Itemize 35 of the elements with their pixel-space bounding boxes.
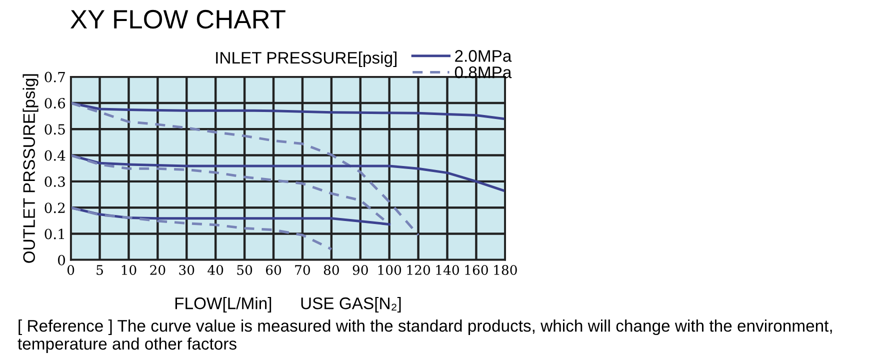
- x-tick-label: 180: [494, 265, 517, 275]
- line-series: [70, 102, 420, 236]
- x-tick-label: 80: [324, 265, 339, 275]
- y-tick-label: 0.3: [44, 176, 65, 187]
- x-tick-label: 0: [67, 265, 74, 275]
- legend-label: 2.0MPa: [455, 50, 512, 62]
- line-series: [70, 102, 506, 120]
- x-tick-label: 50: [237, 265, 252, 275]
- y-tick-label: 0.4: [44, 150, 66, 161]
- x-tick-label: 10: [122, 265, 136, 275]
- y-tick-label: 0.1: [44, 228, 64, 240]
- legend-label: 0.8MPa: [454, 66, 512, 78]
- x-tick-label: 120: [407, 265, 430, 275]
- x-tick-label: 40: [208, 265, 224, 275]
- y-tick-label: 0.6: [44, 98, 66, 108]
- x-tick-label: 60: [266, 265, 282, 275]
- y-tick-label: 0.7: [44, 72, 65, 82]
- y-tick-label: 0.2: [44, 202, 65, 214]
- x-tick-label: 20: [150, 265, 166, 275]
- x-tick-label: 100: [378, 265, 402, 275]
- text: [ Reference ] The curve value is measured with the standard products, which will change with the environment, temperature and other factors: [18, 320, 832, 353]
- x-tick-label: 70: [295, 265, 310, 275]
- x-tick-label: 5: [96, 265, 103, 275]
- x-tick-label: 160: [465, 265, 488, 275]
- y-tick-label: 0.5: [44, 124, 65, 135]
- chart-title: XY FLOW CHART: [70, 10, 286, 29]
- x-tick-label: 30: [179, 265, 194, 275]
- x-axis-title: FLOW[L/Min] USE GAS[N₂]: [175, 296, 401, 313]
- line-series: [70, 206, 333, 250]
- x-tick-label: 90: [352, 265, 368, 275]
- y-axis-title: OUTLET PRSSURE[psig]: [22, 74, 38, 263]
- x-tick-label: 140: [436, 265, 459, 275]
- legend-title: INLET PRESSURE[psig]: [216, 51, 396, 68]
- line-series: [70, 154, 506, 192]
- y-tick-label: 0: [58, 254, 66, 266]
